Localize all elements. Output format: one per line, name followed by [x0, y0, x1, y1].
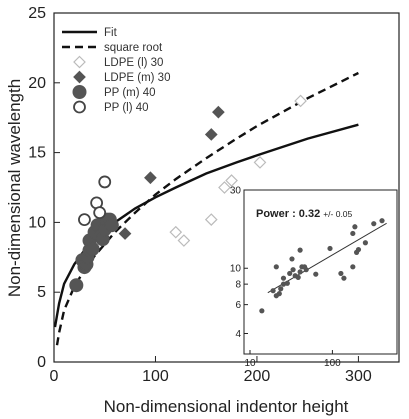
curve-group: [53, 71, 359, 346]
inset-x-tick-label-0: 10: [244, 358, 256, 369]
inset-point-25: [355, 246, 362, 253]
point-s2-0: [69, 278, 84, 293]
point-s1-0: [118, 227, 132, 240]
inset-point-0: [259, 308, 265, 314]
point-s3-2: [93, 206, 107, 220]
point-group: [69, 94, 307, 293]
inset-point-18: [273, 264, 279, 270]
legend-label-line-1: square root: [104, 42, 163, 54]
legend: Fit square root LDPE (l) 30 LDPE (m) 30 PP (…: [62, 27, 170, 114]
y-axis-label: Non-dimensional wavelength: [5, 79, 24, 297]
inset-point-29: [352, 224, 358, 230]
curve-fit: [53, 123, 359, 328]
plot-frame: [53, 12, 400, 363]
inset-point-12: [297, 269, 303, 275]
point-s3-0: [78, 213, 91, 227]
inset-point-16: [313, 271, 319, 277]
x-tick-label-3: 300: [345, 368, 372, 385]
legend-marker-3: [73, 100, 86, 114]
legend-label-series-3: PP (l) 40: [104, 102, 149, 114]
point-s0-0: [169, 225, 183, 239]
inset-body: 10 100 4 6 8 10 30: [230, 186, 387, 369]
inset-point-30: [379, 218, 385, 224]
inset-point-21: [338, 270, 344, 277]
inset-point-28: [350, 230, 356, 237]
inset-y-tick-label-1: 6: [235, 300, 241, 311]
legend-label-line-0: Fit: [104, 27, 118, 39]
inset-y-tick-label-2: 8: [235, 280, 241, 291]
inset-point-23: [350, 264, 356, 270]
point-s0-2: [204, 213, 218, 226]
point-s0-6: [294, 94, 307, 108]
inset-frame: [243, 189, 398, 355]
y-tick-label-2: 10: [28, 214, 46, 231]
inset-point-27: [371, 221, 377, 227]
x-tick-label-0: 0: [50, 368, 59, 385]
point-s1-2: [204, 128, 218, 141]
inset-annotation-error: +/- 0.05: [323, 209, 352, 219]
x-tick-label-1: 100: [142, 368, 169, 385]
inset-point-22: [341, 275, 347, 281]
legend-label-series-0: LDPE (l) 30: [104, 57, 163, 69]
point-s1-3: [212, 105, 225, 119]
inset-point-19: [289, 256, 295, 262]
inset-annotation-main: Power : 0.32: [256, 208, 320, 220]
inset-point-15: [303, 267, 309, 273]
y-tick-label-4: 20: [28, 75, 46, 92]
point-s0-5: [253, 156, 267, 169]
inset-point-3: [276, 291, 282, 297]
inset-point-1: [270, 288, 276, 294]
x-tick-label-2: 200: [244, 368, 271, 385]
point-s0-3: [218, 181, 231, 194]
point-s0-1: [177, 234, 191, 247]
point-s3-3: [98, 175, 112, 189]
axes-group: 0 100 200 300 0 5 10 15 20 25: [28, 5, 372, 385]
point-s2-15: [104, 218, 119, 233]
inset-point-20: [297, 247, 303, 253]
point-s1-1: [144, 171, 157, 185]
curve-square-root: [55, 71, 359, 346]
inset-point-7: [284, 280, 290, 286]
inset-x-tick-label-1: 100: [324, 358, 341, 369]
inset-annotation: Power : 0.32 +/- 0.05: [256, 208, 353, 220]
point-s0-4: [225, 174, 238, 187]
legend-marker-2: [72, 85, 87, 99]
y-tick-label-5: 25: [28, 5, 46, 22]
inset-point-6: [280, 275, 287, 281]
point-s2-7: [85, 241, 100, 256]
legend-label-series-2: PP (m) 40: [104, 87, 156, 99]
inset-point-4: [278, 286, 284, 292]
inset-point-26: [362, 240, 368, 246]
legend-marker-1: [73, 70, 86, 84]
inset-y-tick-label-3: 10: [230, 264, 242, 275]
inset-point-17: [327, 245, 333, 252]
y-tick-label-1: 5: [37, 284, 46, 301]
inset-chart: 10 100 4 6 8 10 30 Power : 0.32 +/- 0.05: [230, 186, 398, 369]
y-tick-label-3: 15: [28, 145, 46, 162]
legend-label-series-1: LDPE (m) 30: [104, 72, 170, 84]
inset-y-tick-label-4: 30: [230, 186, 242, 197]
inset-y-tick-label-0: 4: [235, 329, 241, 340]
inset-point-11: [295, 274, 301, 280]
inset-point-8: [287, 270, 293, 277]
legend-marker-0: [73, 55, 86, 69]
y-tick-label-0: 0: [37, 354, 46, 371]
x-axis-label: Non-dimensional indentor height: [104, 397, 349, 416]
inset-point-9: [290, 267, 296, 273]
